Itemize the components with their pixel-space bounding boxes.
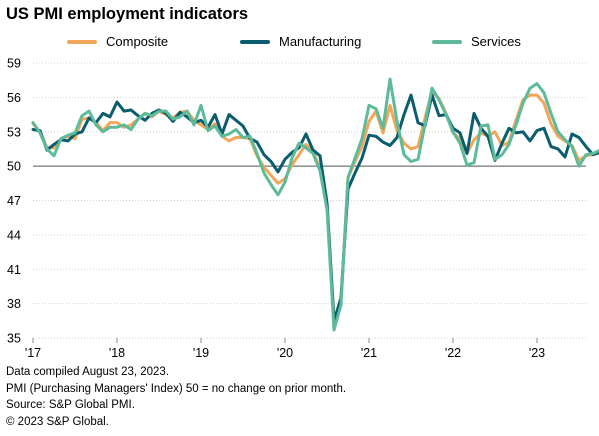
y-tick-label: 59 bbox=[7, 57, 21, 71]
y-tick-label: 38 bbox=[7, 297, 21, 311]
x-tick-label: '17 bbox=[25, 346, 41, 360]
y-tick-label: 47 bbox=[7, 194, 21, 208]
y-tick-label: 50 bbox=[7, 160, 21, 174]
x-tick-label: '20 bbox=[277, 346, 293, 360]
legend-item-composite: Composite bbox=[67, 34, 168, 49]
chart-footer: Data compiled August 23, 2023. PMI (Purc… bbox=[6, 364, 346, 430]
chart-legend: Composite Manufacturing Services bbox=[0, 34, 599, 54]
y-tick-label: 35 bbox=[7, 332, 21, 346]
legend-label-services: Services bbox=[471, 34, 521, 49]
x-tick-label: '19 bbox=[193, 346, 209, 360]
footer-compiled-date: Data compiled August 23, 2023. bbox=[6, 366, 170, 378]
footer-copyright: © 2023 S&P Global. bbox=[6, 415, 109, 428]
legend-swatch-manufacturing bbox=[240, 39, 270, 44]
x-tick-label: '18 bbox=[109, 346, 125, 360]
x-tick-label: '21 bbox=[361, 346, 377, 360]
legend-swatch-composite bbox=[67, 39, 97, 44]
footer-source: Source: S&P Global PMI. bbox=[6, 399, 135, 412]
legend-label-manufacturing: Manufacturing bbox=[279, 34, 362, 49]
series-line-services bbox=[31, 77, 599, 332]
y-tick-label: 53 bbox=[7, 125, 21, 139]
y-tick-label: 41 bbox=[7, 263, 21, 277]
chart-title: US PMI employment indicators bbox=[6, 5, 249, 23]
y-tick-label: 44 bbox=[7, 228, 21, 242]
legend-item-services: Services bbox=[432, 34, 521, 49]
x-tick-label: '23 bbox=[529, 346, 545, 360]
legend-item-manufacturing: Manufacturing bbox=[240, 34, 361, 49]
legend-swatch-services bbox=[432, 39, 462, 44]
y-tick-label: 56 bbox=[7, 91, 21, 105]
footer-pmi-note: PMI (Purchasing Managers' Index) 50 = no… bbox=[6, 382, 347, 395]
x-tick-label: '22 bbox=[445, 346, 461, 360]
legend-label-composite: Composite bbox=[106, 34, 169, 49]
